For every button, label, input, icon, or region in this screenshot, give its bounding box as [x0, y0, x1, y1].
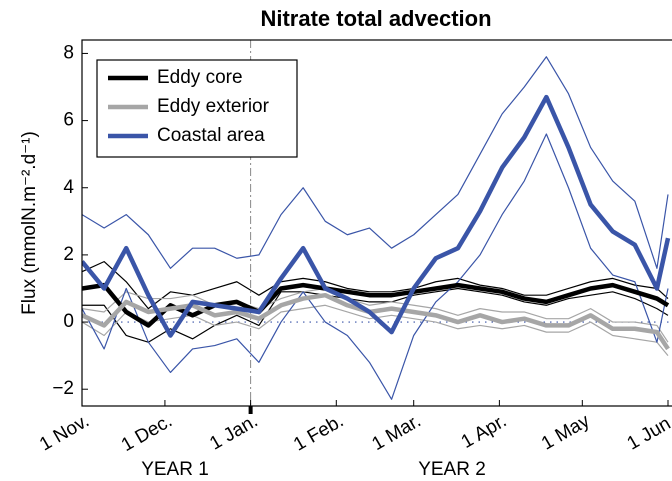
series-line: [82, 282, 670, 328]
x-tick-label: 1 Jan.: [206, 410, 261, 454]
y-axis-label: Flux (mmolN.m⁻².d⁻¹): [19, 131, 40, 315]
series-line: [82, 94, 671, 338]
year-label: YEAR 2: [418, 459, 486, 480]
envelope-line: [82, 287, 669, 343]
y-tick-label: 2: [63, 244, 74, 265]
x-tick-label: 1 May: [538, 410, 594, 454]
y-tick-label: 4: [63, 177, 74, 198]
x-tick-label: 1 Mar.: [368, 410, 424, 455]
x-tick-label: 1 Feb.: [290, 410, 347, 455]
chart-title: Nitrate total advection: [260, 6, 491, 31]
x-tick-label: 1 Nov.: [36, 410, 93, 455]
y-tick-label: −2: [52, 378, 74, 399]
year-marker: [248, 406, 253, 414]
x-tick-label: 1 Apr.: [458, 410, 511, 452]
legend-label: Eddy exterior: [157, 96, 270, 117]
envelope-line: [82, 133, 669, 400]
envelope-line: [82, 287, 669, 343]
plot-area: [82, 56, 671, 400]
x-tick-label: 1 Jun.: [624, 410, 672, 454]
legend-label: Coastal area: [157, 125, 265, 146]
legend-label: Eddy core: [157, 67, 243, 88]
y-tick-label: 0: [63, 311, 74, 332]
y-tick-label: 6: [63, 110, 74, 131]
year-label: YEAR 1: [141, 459, 209, 480]
y-tick-label: 8: [63, 42, 74, 63]
plot-frame: [81, 39, 672, 407]
x-tick-label: 1 Dec.: [118, 410, 176, 456]
envelope-line: [82, 261, 669, 310]
series-line: [82, 292, 670, 351]
envelope-line: [82, 56, 669, 269]
